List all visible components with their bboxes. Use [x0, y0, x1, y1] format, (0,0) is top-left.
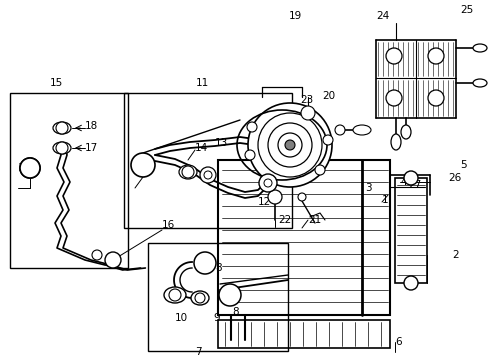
Text: 8: 8 — [215, 263, 221, 273]
Circle shape — [169, 289, 181, 301]
Text: 20: 20 — [321, 91, 334, 101]
Circle shape — [194, 252, 216, 274]
Circle shape — [20, 158, 40, 178]
Text: 24: 24 — [375, 11, 388, 21]
Circle shape — [92, 250, 102, 260]
Circle shape — [195, 293, 204, 303]
Circle shape — [267, 190, 282, 204]
Text: 8: 8 — [231, 307, 238, 317]
Text: 18: 18 — [85, 121, 98, 131]
Bar — [124, 93, 291, 228]
Circle shape — [297, 193, 305, 201]
Circle shape — [203, 171, 212, 179]
Circle shape — [200, 167, 216, 183]
Circle shape — [259, 174, 276, 192]
Text: 6: 6 — [394, 337, 401, 347]
Text: 3: 3 — [364, 183, 371, 193]
Circle shape — [247, 103, 331, 187]
Text: 5: 5 — [459, 160, 466, 170]
Text: 9: 9 — [213, 313, 219, 323]
Text: 17: 17 — [85, 143, 98, 153]
Ellipse shape — [179, 165, 197, 179]
Ellipse shape — [472, 79, 486, 87]
Bar — [10, 93, 128, 268]
Ellipse shape — [53, 142, 71, 154]
Bar — [394, 178, 426, 283]
Text: 12: 12 — [135, 160, 148, 170]
Text: 27: 27 — [407, 180, 420, 190]
Circle shape — [403, 171, 417, 185]
Circle shape — [182, 166, 194, 178]
Circle shape — [105, 252, 121, 268]
Circle shape — [56, 142, 68, 154]
Circle shape — [385, 48, 401, 64]
Circle shape — [56, 122, 68, 134]
Circle shape — [20, 158, 40, 178]
Circle shape — [278, 133, 302, 157]
Text: 22: 22 — [278, 215, 291, 225]
Ellipse shape — [352, 125, 370, 135]
Circle shape — [385, 90, 401, 106]
Text: 21: 21 — [307, 215, 321, 225]
Text: 1: 1 — [381, 195, 388, 205]
Text: 25: 25 — [459, 5, 472, 15]
Text: 23: 23 — [299, 95, 313, 105]
Text: 15: 15 — [50, 78, 63, 88]
Bar — [218, 160, 389, 315]
Ellipse shape — [163, 287, 185, 303]
Circle shape — [219, 284, 241, 306]
Text: 10: 10 — [175, 313, 188, 323]
Circle shape — [427, 90, 443, 106]
Text: 16: 16 — [162, 220, 175, 230]
Ellipse shape — [400, 125, 410, 139]
Circle shape — [258, 113, 321, 177]
Circle shape — [334, 125, 345, 135]
Text: 11: 11 — [196, 78, 209, 88]
Ellipse shape — [390, 134, 400, 150]
Circle shape — [131, 153, 155, 177]
Ellipse shape — [191, 291, 208, 305]
Bar — [148, 243, 287, 351]
Circle shape — [244, 150, 254, 160]
Circle shape — [427, 48, 443, 64]
Circle shape — [403, 276, 417, 290]
Circle shape — [267, 123, 311, 167]
Text: 26: 26 — [447, 173, 460, 183]
Text: 2: 2 — [451, 250, 458, 260]
Bar — [218, 320, 389, 348]
Circle shape — [314, 165, 325, 175]
Text: 4: 4 — [399, 177, 406, 187]
Circle shape — [246, 122, 257, 132]
Circle shape — [323, 135, 332, 145]
Text: 14: 14 — [195, 143, 208, 153]
Circle shape — [285, 140, 294, 150]
Text: 13: 13 — [215, 138, 228, 148]
Circle shape — [264, 179, 271, 187]
Text: 12: 12 — [258, 197, 271, 207]
Text: 16: 16 — [18, 163, 31, 173]
Ellipse shape — [53, 122, 71, 134]
Ellipse shape — [472, 44, 486, 52]
Text: 19: 19 — [288, 11, 302, 21]
Text: 7: 7 — [195, 347, 201, 357]
Circle shape — [301, 106, 314, 120]
